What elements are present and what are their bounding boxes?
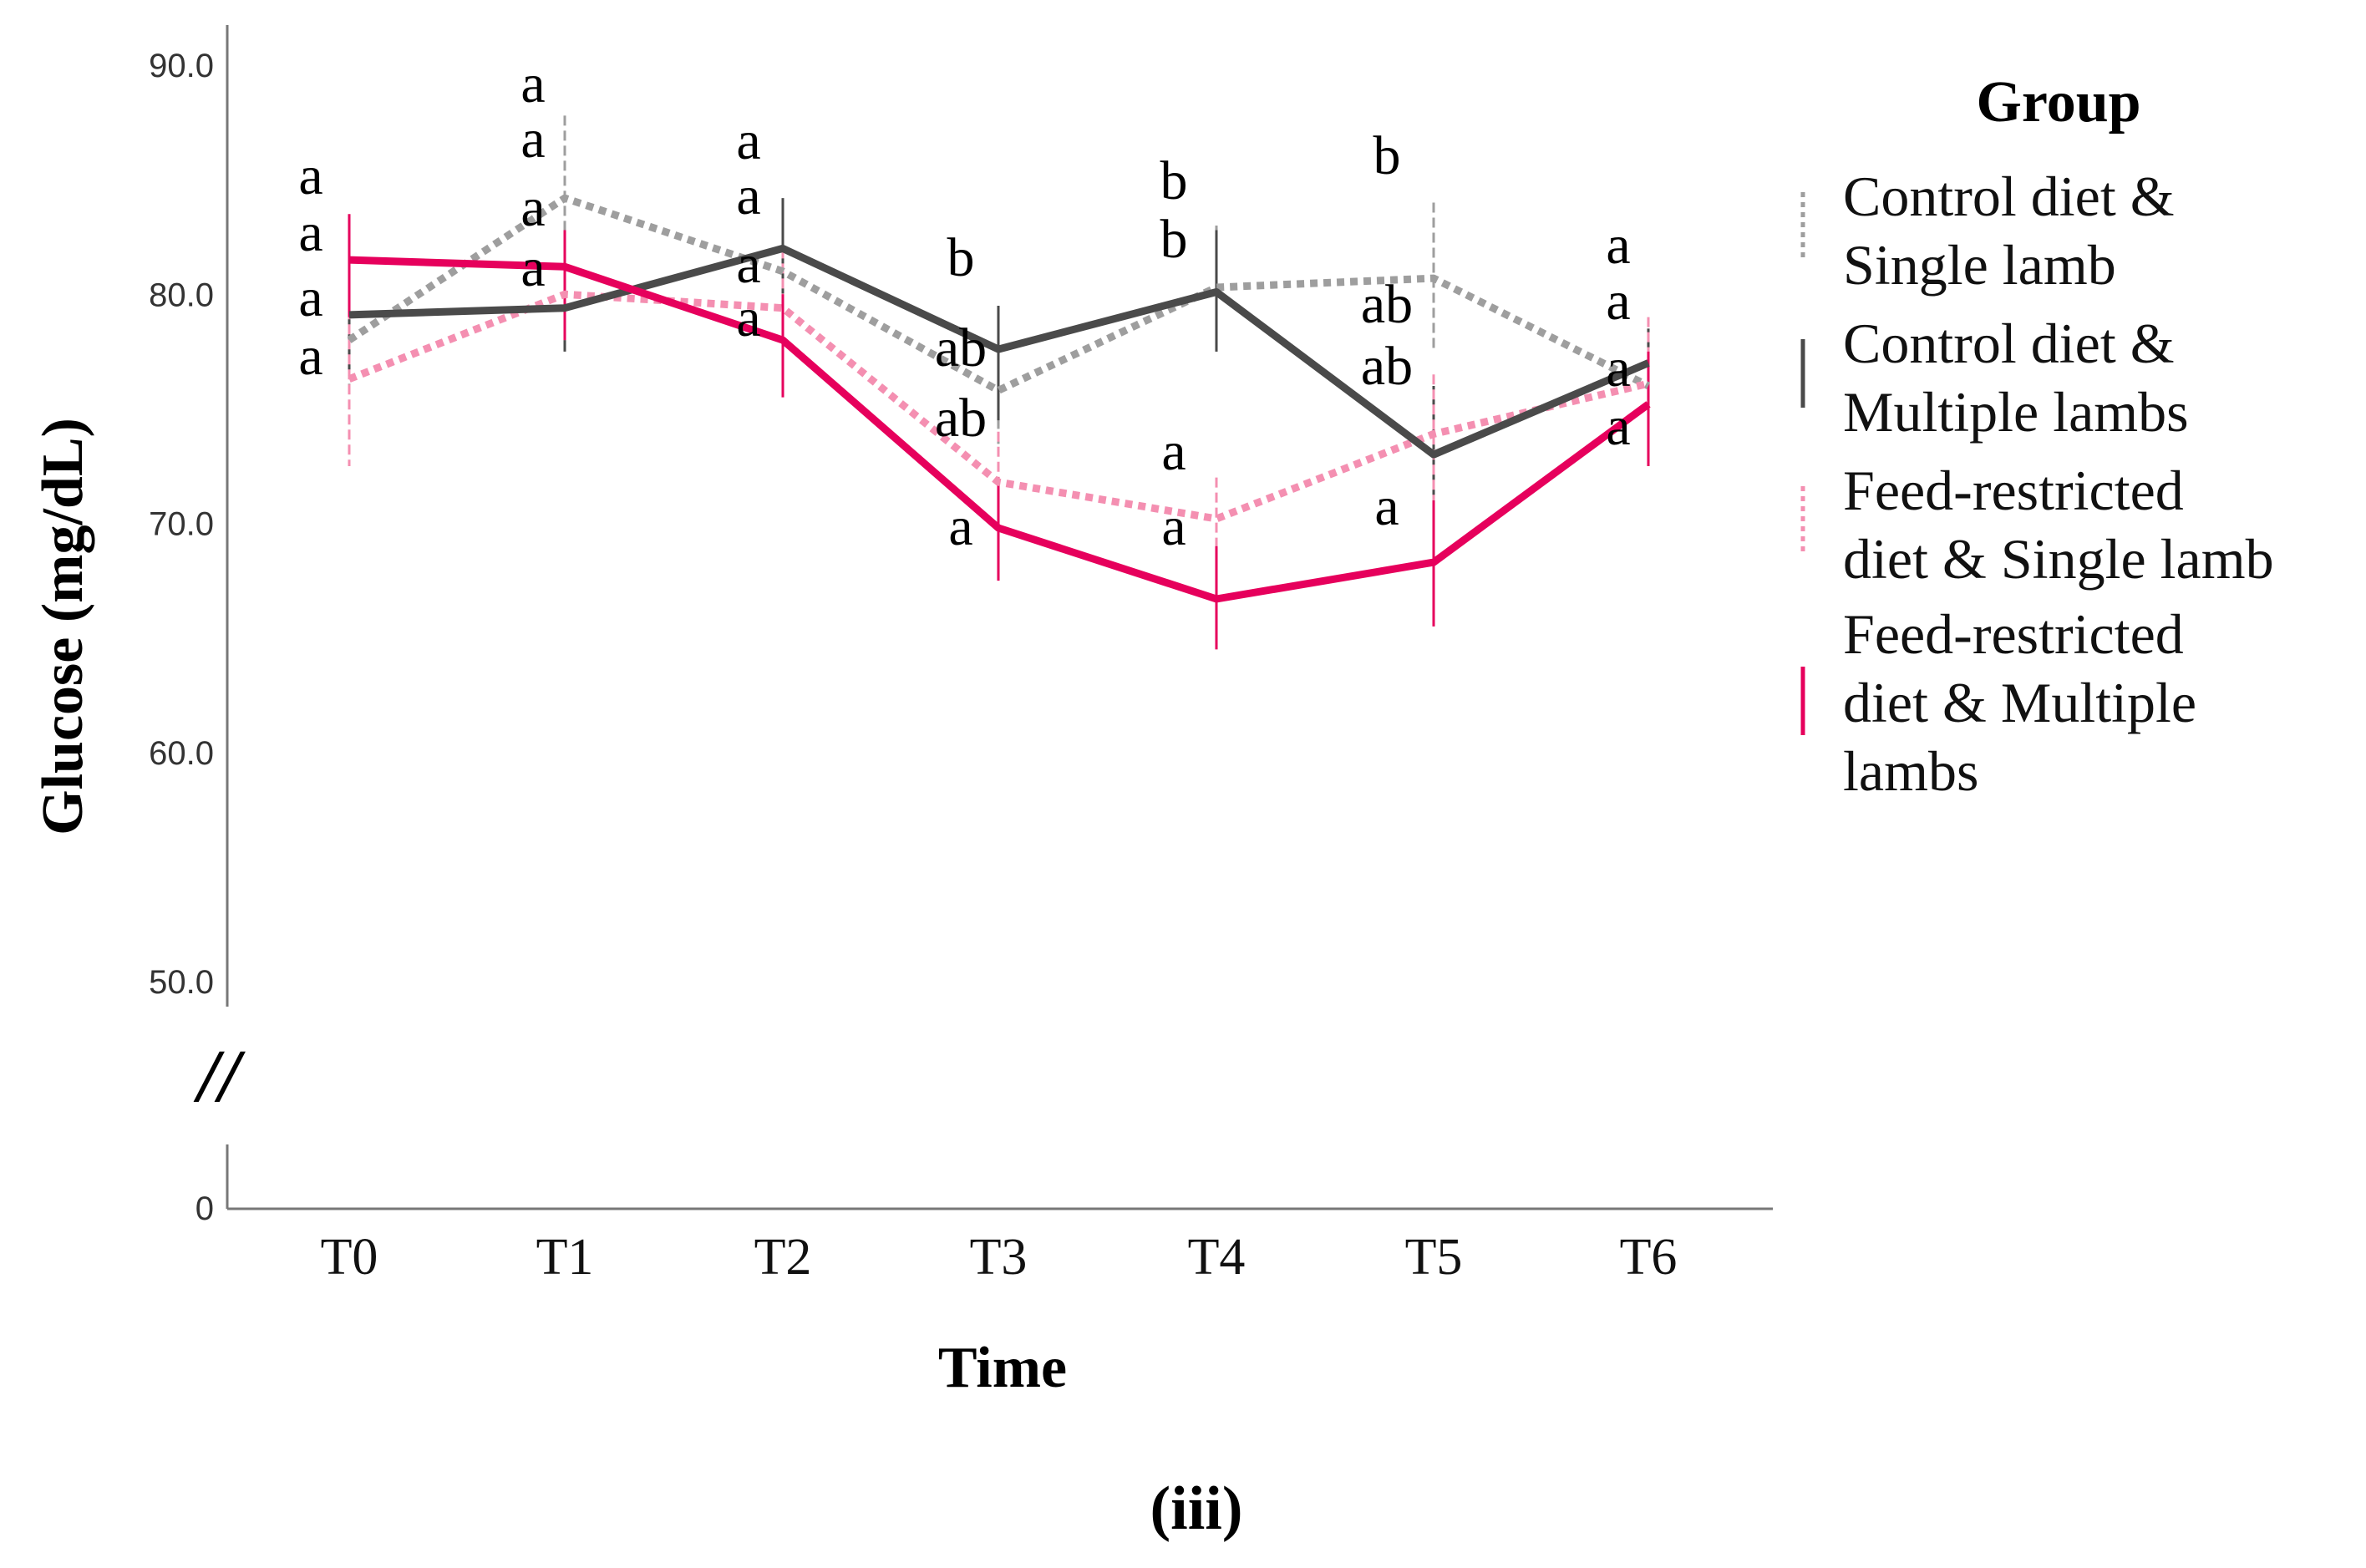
x-tick-label: T4 [1188, 1229, 1246, 1286]
x-axis-title: Time [938, 1336, 1067, 1400]
significance-letter: b [1160, 150, 1188, 211]
legend-label-restricted-single-line1: Feed-restricted [1843, 459, 2184, 522]
y-tick-labels: 90.0 80.0 70.0 60.0 50.0 [149, 48, 214, 1001]
significance-letter: a [1606, 396, 1630, 457]
significance-letter: a [520, 177, 545, 238]
significance-letter: a [1161, 496, 1186, 557]
y-tick-label-zero: 0 [195, 1190, 214, 1227]
y-axis: // 0 [193, 25, 246, 1227]
y-tick-label: 60.0 [149, 735, 214, 772]
axis-break-symbol: // [193, 1035, 246, 1118]
legend-label-control-single-line1: Control diet & [1843, 165, 2175, 228]
significance-letter: b [1373, 125, 1401, 186]
y-axis-title: Glucose (mg/dL) [31, 418, 95, 835]
series-line [348, 256, 1651, 603]
significance-letter: ab [935, 317, 987, 378]
x-tick-labels: T0 T1 T2 T3 T4 T5 T6 [321, 1229, 1678, 1286]
significance-letter: ab [935, 388, 987, 449]
x-tick-label: T6 [1620, 1229, 1678, 1286]
panel-label: (iii) [1150, 1474, 1243, 1543]
x-tick-label: T3 [970, 1229, 1028, 1286]
significance-letter: a [1606, 215, 1630, 276]
legend-label-restricted-multiple-line2: diet & Multiple [1843, 671, 2196, 734]
significance-letter: a [298, 326, 322, 387]
legend-label-control-multiple-line1: Control diet & [1843, 312, 2175, 375]
significance-letter: b [1160, 209, 1188, 270]
significance-letter: a [736, 165, 760, 226]
series-line [348, 290, 1650, 523]
significance-letter: a [736, 287, 760, 348]
y-tick-label: 70.0 [149, 506, 214, 543]
x-tick-label: T2 [754, 1229, 812, 1286]
significance-letter: a [520, 237, 545, 298]
significance-letter: a [1606, 271, 1630, 332]
legend: Group Control diet & Single lamb Control… [1800, 70, 2274, 803]
significance-letter: a [520, 109, 545, 170]
legend-title: Group [1976, 70, 2140, 134]
significance-letter: b [947, 227, 975, 288]
significance-letter: a [1606, 337, 1630, 398]
y-tick-label: 90.0 [149, 48, 214, 84]
significance-letter: a [298, 202, 322, 263]
y-tick-label: 50.0 [149, 964, 214, 1001]
y-tick-label: 80.0 [149, 277, 214, 313]
series-lines [347, 194, 1651, 603]
significance-letter: a [736, 234, 760, 295]
x-tick-label: T1 [536, 1229, 594, 1286]
series-line [348, 244, 1650, 459]
legend-label-control-multiple-line2: Multiple lambs [1843, 380, 2189, 444]
significance-letter: a [736, 110, 760, 171]
significance-letter: a [298, 145, 322, 206]
significance-letter: ab [1361, 336, 1413, 397]
significance-letter: a [520, 53, 545, 114]
x-tick-label: T0 [321, 1229, 378, 1286]
significance-letter: a [1374, 476, 1399, 537]
x-tick-label: T5 [1405, 1229, 1463, 1286]
significance-letter: a [1161, 421, 1186, 482]
series-line [347, 194, 1651, 394]
significance-letter: a [948, 496, 972, 557]
legend-label-restricted-multiple-line1: Feed-restricted [1843, 602, 2184, 666]
legend-label-control-single-line2: Single lamb [1843, 233, 2116, 297]
significance-letter: a [298, 267, 322, 328]
significance-letter: ab [1361, 274, 1413, 335]
legend-label-restricted-multiple-line3: lambs [1843, 739, 1978, 803]
legend-label-restricted-single-line2: diet & Single lamb [1843, 527, 2274, 591]
